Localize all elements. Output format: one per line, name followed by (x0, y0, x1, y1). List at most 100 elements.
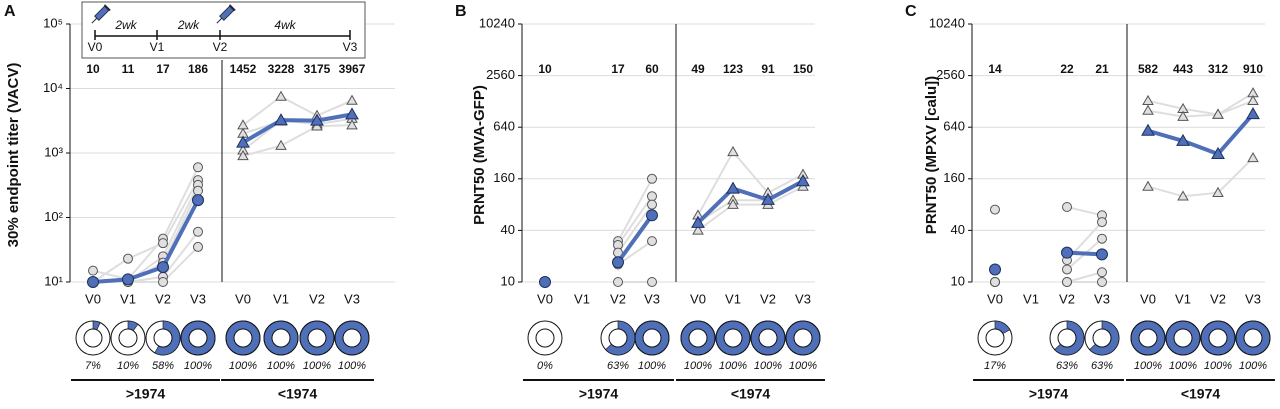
mean-label: 186 (188, 62, 208, 76)
donut-label: 100% (789, 360, 817, 372)
mean-point (646, 209, 658, 222)
donut-label: 100% (719, 360, 747, 372)
x-tick-label: V2 (1059, 291, 1075, 306)
subject-point (193, 226, 203, 237)
x-tick-label: V0 (537, 291, 553, 306)
mean-label: 3967 (339, 62, 366, 76)
syringe-part (91, 17, 98, 24)
donut-label: 100% (754, 360, 782, 372)
donut-hole (608, 328, 628, 348)
syringe-part (104, 4, 111, 11)
donut-label: 10% (117, 360, 139, 372)
y-tick-label: 10 (951, 273, 965, 288)
subject-line (242, 95, 353, 126)
subject-point (1142, 180, 1154, 191)
subject-point (613, 277, 623, 287)
x-tick-label: V2 (760, 291, 776, 306)
donut-label: 58% (152, 360, 174, 372)
x-tick-label: V3 (1245, 291, 1261, 306)
y-tick-label: 40 (501, 222, 515, 237)
donut-hole (118, 328, 138, 348)
subject-point (158, 238, 168, 249)
mean-point (1061, 246, 1073, 259)
mean-label: 123 (723, 62, 743, 76)
group-label: >1974 (1029, 386, 1069, 402)
x-tick-label: V3 (1094, 291, 1110, 306)
subject-line (697, 150, 804, 216)
mean-point (612, 256, 624, 269)
donut-label: 100% (1169, 360, 1197, 372)
donut-label: 100% (184, 360, 212, 372)
mean-label: 21 (1095, 62, 1109, 76)
subject-point (647, 173, 657, 184)
subject-line (92, 179, 199, 283)
mean-label: 11 (122, 62, 135, 76)
donut-hole (342, 328, 362, 348)
syringe-part (216, 17, 223, 24)
subject-point (647, 236, 657, 247)
subject-point (647, 277, 657, 287)
mean-point (274, 113, 288, 126)
mean-point (796, 174, 810, 187)
x-tick-label: V3 (795, 291, 811, 306)
donut-hole (233, 328, 253, 348)
syringe-icon (91, 4, 111, 24)
mean-label: 60 (645, 62, 659, 76)
subject-point (692, 224, 704, 235)
donut-label: 100% (1239, 360, 1267, 372)
subject-point (647, 191, 657, 202)
panel-letter: C (905, 3, 917, 20)
subject-point (193, 185, 203, 196)
mean-label: 10 (538, 62, 552, 76)
subject-point (275, 139, 287, 150)
x-tick-label: V1 (1023, 291, 1039, 306)
mean-point (345, 107, 359, 120)
mean-label: 91 (761, 62, 775, 76)
donut-hole (271, 328, 291, 348)
x-tick-label: V0 (690, 291, 706, 306)
mean-label: 910 (1243, 62, 1263, 76)
mean-label: 582 (1138, 62, 1158, 76)
subject-line (617, 195, 653, 246)
group-label: <1974 (731, 386, 771, 402)
subject-line (1147, 92, 1254, 116)
x-tick-label: V0 (987, 291, 1003, 306)
x-tick-label: V2 (1210, 291, 1226, 306)
x-tick-label: V3 (190, 291, 206, 306)
donut-label: 7% (85, 360, 101, 372)
y-tick-label: 10² (44, 209, 63, 224)
mean-point (1141, 123, 1155, 136)
donut-hole (688, 328, 708, 348)
mean-label: 10 (86, 62, 100, 76)
y-tick-label: 640 (493, 119, 515, 134)
subject-point (193, 241, 203, 252)
mean-label: 312 (1208, 62, 1228, 76)
x-tick-label: V1 (725, 291, 741, 306)
timeline-visit: V1 (150, 40, 165, 54)
donut-label: 0% (537, 360, 553, 372)
subject-point (1062, 264, 1072, 275)
timeline-box (81, 1, 366, 59)
syringe-icon (216, 4, 236, 24)
y-tick-label: 640 (943, 119, 965, 134)
subject-point (1142, 104, 1154, 115)
timeline-interval: 2wk (114, 18, 137, 32)
donut-label: 63% (1091, 360, 1113, 372)
donut-hole (723, 328, 743, 348)
subject-line (242, 124, 353, 157)
subject-line (92, 166, 199, 281)
y-tick-label: 10¹ (44, 273, 63, 288)
y-tick-label: 10 (501, 273, 515, 288)
mean-point (87, 276, 99, 288)
subject-line (1066, 206, 1103, 217)
x-tick-label: V2 (155, 291, 171, 306)
subject-point (1247, 94, 1259, 106)
y-axis-label: PRNT50 (MVA-GFP) (471, 85, 488, 225)
mean-point (1246, 107, 1260, 120)
mean-point (122, 273, 134, 286)
group-label: >1974 (579, 386, 619, 402)
timeline-interval: 4wk (274, 18, 296, 32)
donut-hole (83, 328, 103, 348)
y-tick-label: 10240 (929, 15, 965, 30)
